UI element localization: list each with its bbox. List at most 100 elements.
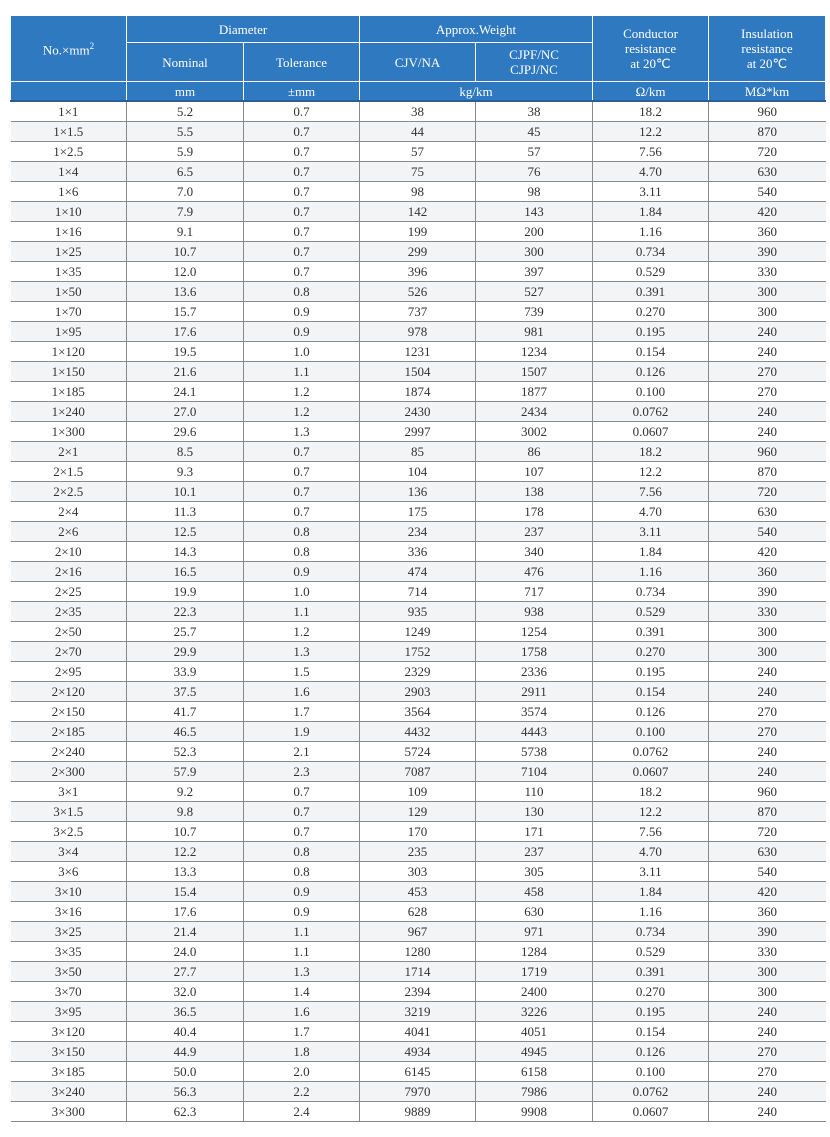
cell-cjv-weight: 978 (359, 321, 476, 342)
cell-insulation-resistance: 420 (708, 541, 826, 562)
cell-tolerance: 0.8 (243, 841, 360, 862)
cell-insulation-resistance: 390 (708, 921, 826, 942)
cell-conductor-resistance: 1.16 (592, 561, 710, 582)
header-size: No.×mm2 (10, 15, 127, 82)
cell-size: 3×150 (10, 1041, 127, 1062)
cell-conductor-resistance: 12.2 (592, 801, 710, 822)
cell-insulation-resistance: 240 (708, 681, 826, 702)
cell-conductor-resistance: 0.391 (592, 621, 710, 642)
cell-cjpf-weight: 4945 (474, 1041, 594, 1062)
table-row: 2×4 11.3 0.7 175 178 4.70 630 (10, 501, 826, 522)
cell-insulation-resistance: 270 (708, 381, 826, 402)
cell-nominal: 13.3 (126, 861, 244, 882)
table-row: 1×25 10.7 0.7 299 300 0.734 390 (10, 241, 826, 262)
header-weight: Approx.Weight (358, 15, 594, 43)
cell-conductor-resistance: 7.56 (592, 481, 710, 502)
cell-conductor-resistance: 0.0607 (592, 421, 710, 442)
cell-conductor-resistance: 0.195 (592, 1001, 710, 1022)
cell-size: 3×6 (10, 861, 127, 882)
cell-nominal: 9.2 (126, 781, 244, 802)
cell-tolerance: 2.3 (243, 761, 360, 782)
cell-nominal: 29.9 (126, 641, 244, 662)
cell-nominal: 9.3 (126, 461, 244, 482)
cell-tolerance: 1.1 (243, 361, 360, 382)
cell-tolerance: 0.9 (243, 301, 360, 322)
cell-nominal: 14.3 (126, 541, 244, 562)
cell-nominal: 5.9 (126, 141, 244, 162)
cell-cjpf-weight: 107 (474, 461, 594, 482)
table-row: 3×35 24.0 1.1 1280 1284 0.529 330 (10, 941, 826, 962)
cell-nominal: 12.5 (126, 521, 244, 542)
cell-size: 1×95 (10, 321, 127, 342)
cell-tolerance: 1.2 (243, 401, 360, 422)
cell-nominal: 29.6 (126, 421, 244, 442)
cell-cjv-weight: 4041 (359, 1021, 476, 1042)
cell-cjv-weight: 7970 (359, 1081, 476, 1102)
cell-cjpf-weight: 1284 (474, 941, 594, 962)
table-row: 1×50 13.6 0.8 526 527 0.391 300 (10, 281, 826, 302)
cell-cjv-weight: 234 (359, 521, 476, 542)
table-row: 3×70 32.0 1.4 2394 2400 0.270 300 (10, 981, 826, 1002)
table-row: 2×120 37.5 1.6 2903 2911 0.154 240 (10, 681, 826, 702)
table-row: 3×150 44.9 1.8 4934 4945 0.126 270 (10, 1041, 826, 1062)
cell-nominal: 32.0 (126, 981, 244, 1002)
cell-size: 3×25 (10, 921, 127, 942)
cell-cjpf-weight: 305 (474, 861, 594, 882)
table-row: 1×240 27.0 1.2 2430 2434 0.0762 240 (10, 401, 826, 422)
cell-cjpf-weight: 971 (474, 921, 594, 942)
cell-cjpf-weight: 237 (474, 521, 594, 542)
cell-conductor-resistance: 18.2 (592, 441, 710, 462)
header-conductor-resistance: Conductor resistance at 20℃ (592, 15, 710, 82)
cell-insulation-resistance: 540 (708, 181, 826, 202)
cell-cjpf-weight: 200 (474, 221, 594, 242)
cell-size: 1×4 (10, 161, 127, 182)
table-row: 1×120 19.5 1.0 1231 1234 0.154 240 (10, 341, 826, 362)
cell-cjv-weight: 57 (359, 141, 476, 162)
cell-nominal: 17.6 (126, 321, 244, 342)
table-row: 2×240 52.3 2.1 5724 5738 0.0762 240 (10, 741, 826, 762)
table-row: 1×2.5 5.9 0.7 57 57 7.56 720 (10, 141, 826, 162)
cell-cjv-weight: 935 (359, 601, 476, 622)
table-row: 1×70 15.7 0.9 737 739 0.270 300 (10, 301, 826, 322)
table-row: 1×35 12.0 0.7 396 397 0.529 330 (10, 261, 826, 282)
cell-tolerance: 1.1 (243, 941, 360, 962)
cell-cjv-weight: 109 (359, 781, 476, 802)
cell-tolerance: 1.2 (243, 621, 360, 642)
cell-cjv-weight: 175 (359, 501, 476, 522)
cell-tolerance: 0.7 (243, 441, 360, 462)
cell-insulation-resistance: 240 (708, 761, 826, 782)
cell-nominal: 27.0 (126, 401, 244, 422)
cell-nominal: 25.7 (126, 621, 244, 642)
cell-insulation-resistance: 630 (708, 161, 826, 182)
cell-cjv-weight: 1752 (359, 641, 476, 662)
cell-size: 1×50 (10, 281, 127, 302)
cell-insulation-resistance: 240 (708, 1101, 826, 1122)
cell-size: 1×70 (10, 301, 127, 322)
table-row: 2×10 14.3 0.8 336 340 1.84 420 (10, 541, 826, 562)
cell-cjv-weight: 1249 (359, 621, 476, 642)
cell-insulation-resistance: 240 (708, 661, 826, 682)
cell-conductor-resistance: 7.56 (592, 141, 710, 162)
cell-cjv-weight: 7087 (359, 761, 476, 782)
cell-tolerance: 1.8 (243, 1041, 360, 1062)
cell-tolerance: 0.7 (243, 221, 360, 242)
cell-insulation-resistance: 330 (708, 261, 826, 282)
cell-cjpf-weight: 3226 (474, 1001, 594, 1022)
cell-cjpf-weight: 4443 (474, 721, 594, 742)
table-row: 2×25 19.9 1.0 714 717 0.734 390 (10, 581, 826, 602)
cell-cjpf-weight: 476 (474, 561, 594, 582)
table-row: 2×1 8.5 0.7 85 86 18.2 960 (10, 441, 826, 462)
cell-size: 1×2.5 (10, 141, 127, 162)
cell-size: 2×2.5 (10, 481, 127, 502)
unit-mohm: MΩ*km (708, 81, 827, 102)
cell-size: 3×240 (10, 1081, 127, 1102)
table-row: 3×240 56.3 2.2 7970 7986 0.0762 240 (10, 1081, 826, 1102)
cell-cjpf-weight: 57 (474, 141, 594, 162)
cell-nominal: 37.5 (126, 681, 244, 702)
cell-insulation-resistance: 720 (708, 481, 826, 502)
cell-cjv-weight: 136 (359, 481, 476, 502)
cell-cjv-weight: 526 (359, 281, 476, 302)
cell-insulation-resistance: 240 (708, 341, 826, 362)
table-row: 3×25 21.4 1.1 967 971 0.734 390 (10, 921, 826, 942)
cell-cjv-weight: 6145 (359, 1061, 476, 1082)
